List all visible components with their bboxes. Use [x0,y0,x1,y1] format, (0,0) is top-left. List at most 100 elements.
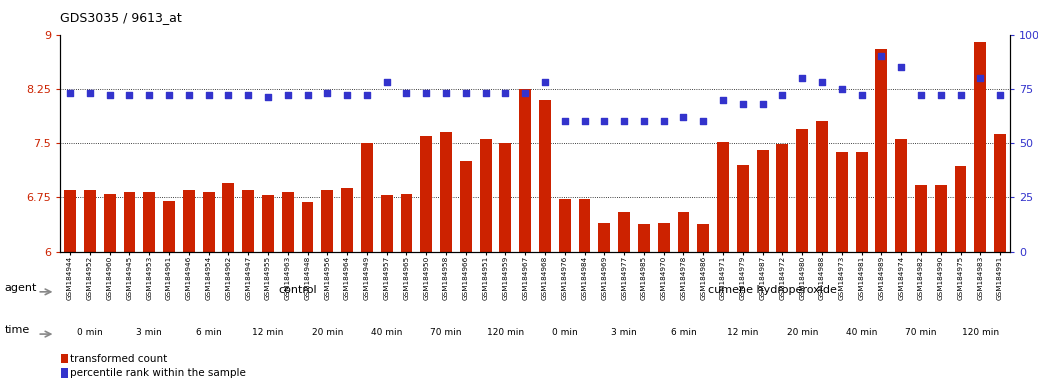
Point [497,90,514,96]
Text: 70 min: 70 min [905,328,936,337]
Point [932,92,949,98]
Bar [262,195,274,252]
Text: 6 min: 6 min [671,328,696,337]
Text: control: control [278,285,317,295]
Text: 0 min: 0 min [77,328,103,337]
Text: 40 min: 40 min [846,328,877,337]
Point [220,92,237,98]
Bar [816,121,828,252]
Text: 3 min: 3 min [611,328,637,337]
Bar [322,190,333,252]
Point [358,92,375,98]
Point [556,118,573,124]
Point [517,90,534,96]
Point [794,75,811,81]
Point [240,92,256,98]
Text: percentile rank within the sample: percentile rank within the sample [71,368,246,378]
Point [62,90,79,96]
Text: cumene hydroperoxide: cumene hydroperoxide [708,285,837,295]
Point [82,90,99,96]
Text: 40 min: 40 min [371,328,403,337]
Text: GDS3035 / 9613_at: GDS3035 / 9613_at [60,12,182,25]
Bar [61,354,69,363]
Bar [460,161,472,252]
Bar [638,224,650,252]
Point [260,94,276,101]
Bar [698,224,709,252]
Point [161,92,177,98]
Text: 70 min: 70 min [431,328,462,337]
Point [438,90,455,96]
Bar [796,129,809,252]
Bar [64,190,76,252]
Text: 6 min: 6 min [196,328,221,337]
Point [102,92,118,98]
Point [299,92,316,98]
Bar [104,194,115,252]
Bar [598,223,610,252]
Point [893,64,909,70]
Bar [143,192,156,252]
Point [972,75,988,81]
Bar [955,166,966,252]
Text: agent: agent [5,283,37,293]
Point [399,90,415,96]
Bar [242,190,254,252]
Bar [499,143,512,252]
Bar [737,165,748,252]
Point [121,92,138,98]
Point [338,92,355,98]
Bar [61,368,69,378]
Bar [875,49,887,252]
Bar [975,42,986,252]
Text: time: time [5,325,30,335]
Point [279,92,296,98]
Point [200,92,217,98]
Text: transformed count: transformed count [71,354,168,364]
Bar [776,144,789,252]
Bar [302,202,313,252]
Text: 12 min: 12 min [252,328,283,337]
Point [635,118,652,124]
Point [715,97,732,103]
Point [853,92,870,98]
Bar [855,152,868,252]
Bar [440,132,452,252]
Point [141,92,158,98]
Bar [994,134,1006,252]
Point [379,79,395,85]
Bar [480,139,492,252]
Point [873,53,890,60]
Point [319,90,335,96]
Bar [916,185,927,252]
Text: 3 min: 3 min [136,328,162,337]
Bar [361,143,373,252]
Bar [895,139,907,252]
Bar [420,136,432,252]
Bar [381,195,392,252]
Point [418,90,435,96]
Point [774,92,791,98]
Point [458,90,474,96]
Point [814,79,830,85]
Bar [222,183,235,252]
Text: 120 min: 120 min [962,328,999,337]
Point [616,118,632,124]
Point [181,92,197,98]
Text: 0 min: 0 min [552,328,577,337]
Bar [183,190,195,252]
Bar [124,192,135,252]
Bar [836,152,848,252]
Text: 12 min: 12 min [728,328,759,337]
Text: 120 min: 120 min [487,328,524,337]
Point [695,118,712,124]
Bar [717,142,729,252]
Bar [519,89,531,252]
Point [991,92,1008,98]
Bar [619,212,630,252]
Point [596,118,612,124]
Bar [401,194,412,252]
Bar [935,185,947,252]
Bar [202,192,215,252]
Point [912,92,929,98]
